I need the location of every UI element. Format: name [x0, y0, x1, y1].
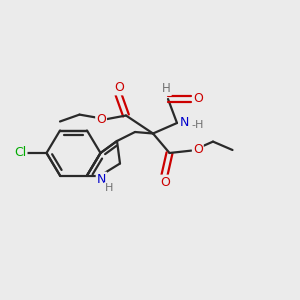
Text: O: O: [114, 81, 124, 94]
Text: O: O: [194, 92, 203, 105]
Text: N: N: [97, 172, 106, 186]
Text: H: H: [105, 183, 113, 193]
Text: O: O: [160, 176, 170, 189]
Text: N: N: [179, 116, 189, 129]
Text: O: O: [193, 143, 203, 156]
Text: O: O: [96, 113, 106, 126]
Text: Cl: Cl: [14, 146, 26, 160]
Text: H: H: [162, 82, 171, 95]
Text: -H: -H: [191, 119, 204, 130]
